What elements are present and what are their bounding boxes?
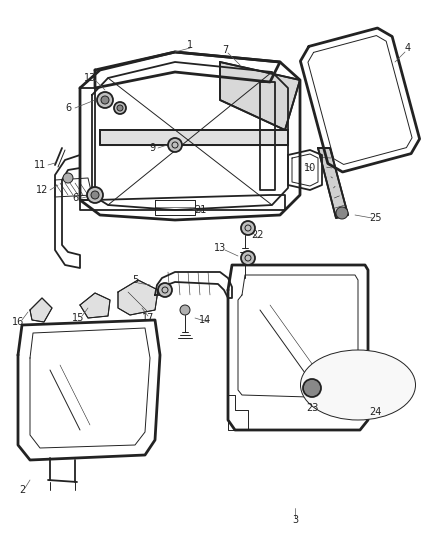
Text: 9: 9	[149, 143, 155, 153]
Circle shape	[168, 138, 182, 152]
Text: 12: 12	[36, 185, 48, 195]
Text: 6: 6	[72, 193, 78, 203]
Polygon shape	[318, 148, 348, 218]
Circle shape	[180, 305, 190, 315]
Circle shape	[114, 102, 126, 114]
Text: 3: 3	[292, 515, 298, 525]
Polygon shape	[118, 280, 158, 315]
Polygon shape	[342, 375, 398, 395]
Text: 25: 25	[369, 213, 381, 223]
Text: 24: 24	[369, 407, 381, 417]
Circle shape	[97, 92, 113, 108]
Text: 13: 13	[84, 73, 96, 83]
Text: 23: 23	[306, 403, 318, 413]
Text: 1: 1	[187, 40, 193, 50]
Text: 6: 6	[65, 103, 71, 113]
Text: 4: 4	[405, 43, 411, 53]
Text: 14: 14	[199, 315, 211, 325]
Circle shape	[303, 379, 321, 397]
Text: 10: 10	[304, 163, 316, 173]
Polygon shape	[80, 293, 110, 318]
Circle shape	[336, 207, 348, 219]
Circle shape	[101, 96, 109, 104]
Text: 15: 15	[72, 313, 84, 323]
Circle shape	[63, 173, 73, 183]
Text: 21: 21	[194, 205, 206, 215]
Circle shape	[91, 191, 99, 199]
Circle shape	[241, 251, 255, 265]
Text: 5: 5	[132, 275, 138, 285]
Circle shape	[241, 221, 255, 235]
Text: 13: 13	[214, 243, 226, 253]
Text: 16: 16	[12, 317, 24, 327]
Circle shape	[87, 187, 103, 203]
Text: 2: 2	[19, 485, 25, 495]
Text: 22: 22	[252, 230, 264, 240]
Polygon shape	[100, 130, 288, 145]
Text: 7: 7	[222, 45, 228, 55]
Polygon shape	[220, 62, 300, 130]
Text: 11: 11	[34, 160, 46, 170]
Text: 17: 17	[142, 313, 154, 323]
Circle shape	[117, 105, 123, 111]
Polygon shape	[30, 298, 52, 322]
Ellipse shape	[300, 350, 416, 420]
Circle shape	[158, 283, 172, 297]
